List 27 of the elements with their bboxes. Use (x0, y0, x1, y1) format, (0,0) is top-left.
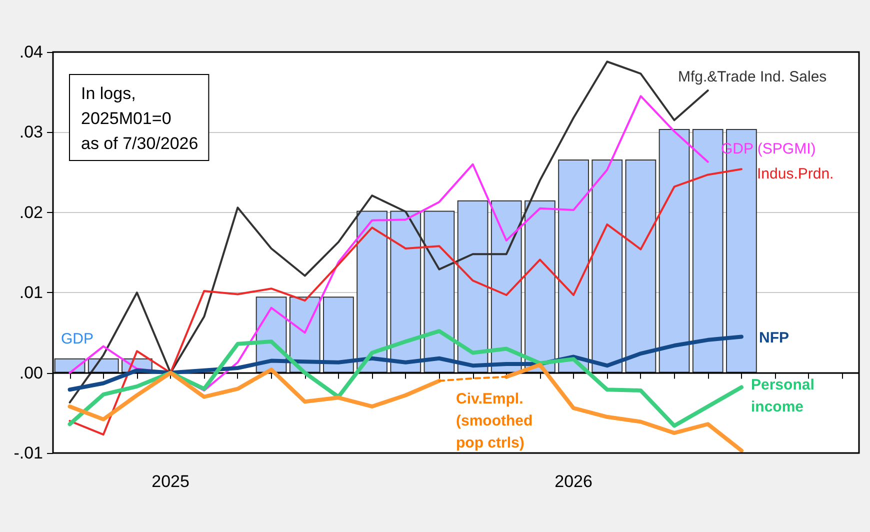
y-tick-label: .04 (19, 42, 43, 62)
bar (625, 159, 656, 373)
series-label: Mfg.&Trade Ind. Sales (678, 68, 827, 86)
bar (524, 200, 556, 373)
bar (457, 200, 488, 373)
bar (88, 358, 119, 373)
bar (424, 210, 455, 373)
series-label: Civ.Empl. (smoothed pop ctrls) (456, 390, 537, 452)
bar (390, 210, 422, 373)
series-label: Indus.Prdn. (757, 166, 834, 182)
x-tick-label: 2025 (152, 472, 190, 491)
bar (323, 296, 354, 373)
series-label: GDP (61, 330, 94, 348)
bar (356, 210, 388, 373)
bar (592, 159, 623, 373)
x-tick-label: 2026 (554, 472, 592, 491)
y-tick-label: .00 (19, 363, 43, 382)
y-tick-label: .01 (19, 283, 43, 302)
series-label: NFP (759, 330, 789, 346)
bar (692, 128, 724, 373)
y-tick-label: .02 (19, 202, 43, 222)
bar (658, 128, 690, 373)
y-tick-label: -.01 (14, 444, 43, 462)
annotation: In logs, 2025M01=0 as of 7/30/2026 (81, 84, 198, 153)
series-label: Personal income (751, 376, 819, 416)
y-tick-label: .03 (19, 122, 43, 142)
bar (558, 159, 589, 373)
